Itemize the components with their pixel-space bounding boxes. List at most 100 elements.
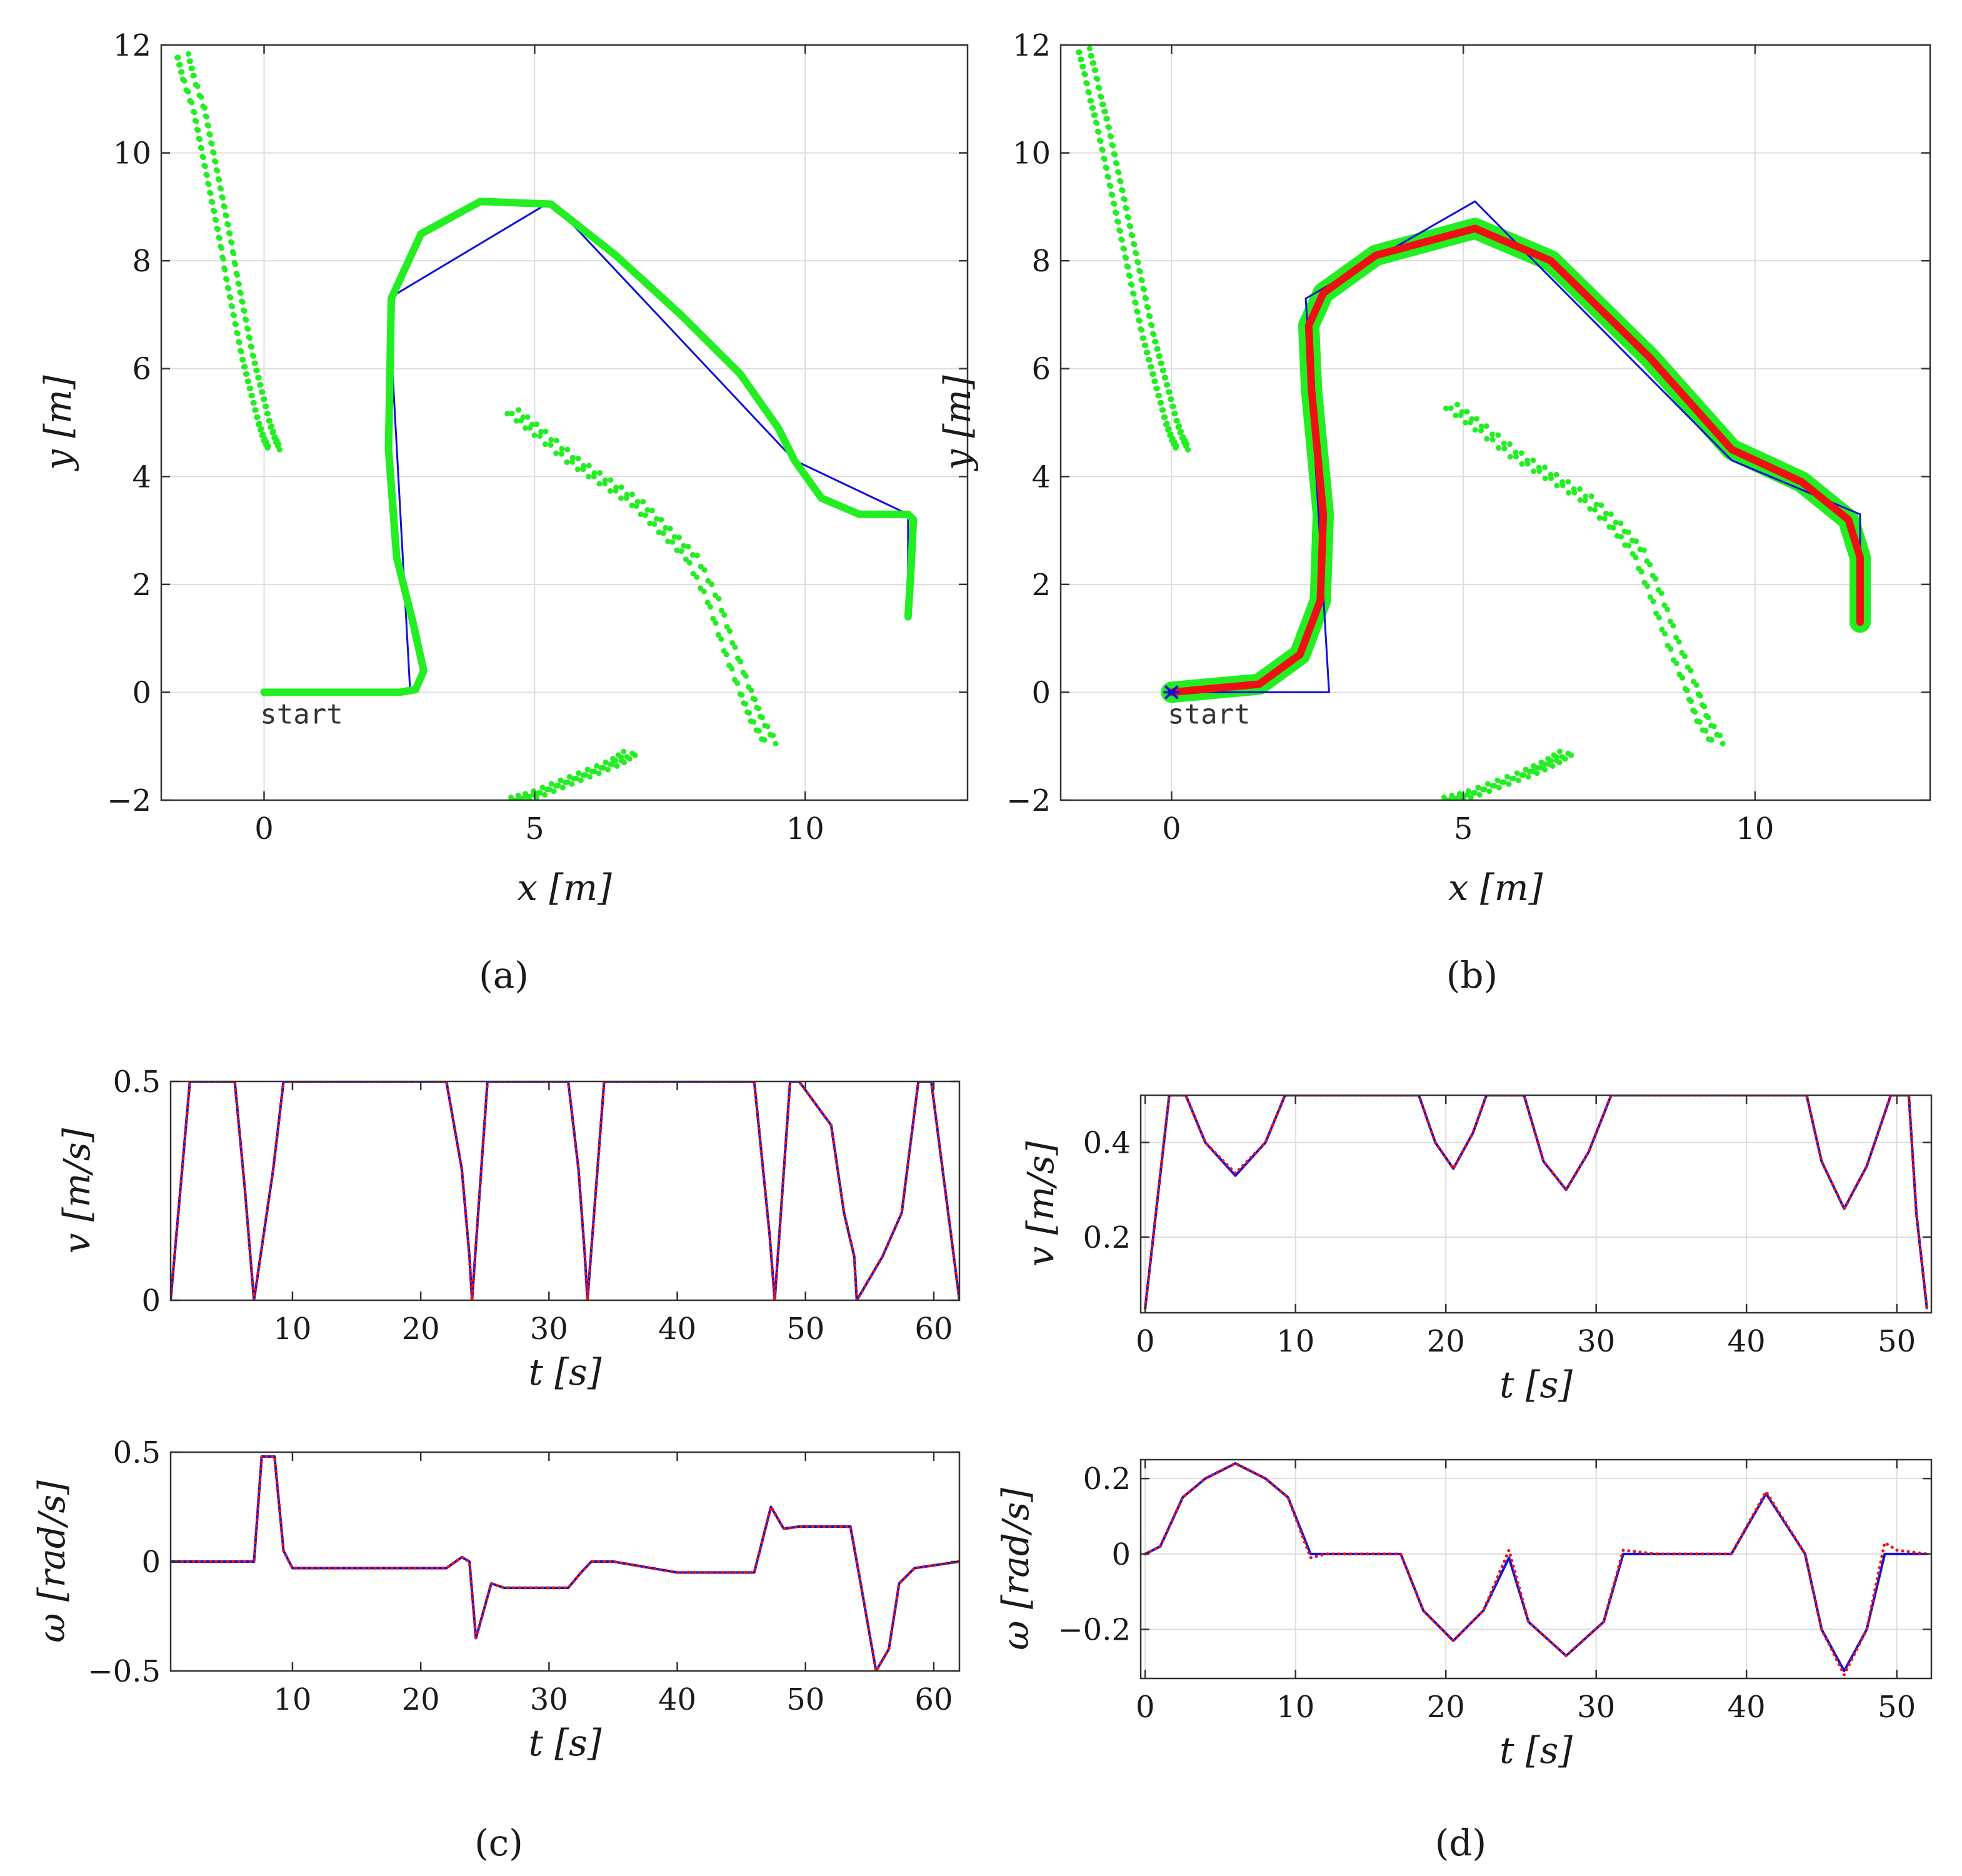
a-obstacle-1-point-1-3-0 [548,442,554,448]
a-obstacle-0-point-0-5-0 [179,69,185,75]
a-obstacle-0-point-8-0-1 [234,272,241,278]
b-obstacle-1-point-8-1-0 [1668,646,1674,652]
panel-d-angular-velocity: 0 10 20 30 40 50 −0.2 0 0.2 t [s] ω [rad/s] [994,1458,1933,1772]
b-obstacle-0-point-16-5-0 [1173,443,1179,449]
a-obstacle-1-point-3-4-1 [629,491,636,498]
a-obstacle-0-point-3-3-0 [199,145,205,151]
b-obstacle-0-point-14-0-1 [1168,396,1174,402]
b-obstacle-0-point-4-3-0 [1101,156,1108,163]
b-obstacle-1-point-2-2-0 [1519,461,1525,467]
b-obstacle-2-point-2-3-1 [1516,777,1522,783]
a-obstacle-0-point-1-1-0 [181,78,188,84]
a-obstacle-1-point-4-1-1 [644,507,651,513]
b-obstacle-0-point-2-4-1 [1102,108,1108,114]
b-obstacle-0-point-3-1-0 [1094,120,1100,126]
b-obstacle-1-point-10-3-0 [1703,728,1709,734]
b-xlabel: x [m] [1448,866,1543,909]
b-obstacle-2-point-2-5-1 [1525,774,1531,780]
b-obstacle-0-point-7-3-0 [1119,237,1125,243]
c-w-data-layer [171,1455,959,1671]
c-v-data-layer [171,1081,959,1300]
c-v-xtick-label-1: 20 [402,1312,440,1347]
a-obstacle-0-point-2-2-1 [203,114,209,120]
a-obstacle-1-point-1-1-1 [548,436,554,443]
a-obstacle-1-point-6-1-1 [698,563,704,569]
b-obstacle-0-point-16-5-1 [1184,446,1191,453]
b-obstacle-1-point-1-3-0 [1489,436,1496,443]
b-obstacle-1-point-0-2-0 [1453,413,1459,419]
a-obstacle-1-point-5-5-1 [689,552,696,558]
b-obstacle-2-point-3-1-1 [1534,770,1540,776]
b-obstacle-1-point-4-1-0 [1582,498,1588,504]
b-obstacle-1-point-9-5-0 [1692,709,1698,715]
a-obstacle-2-point-0-4-0 [519,795,525,800]
caption-b: (b) [1446,954,1498,996]
a-obstacle-1-point-2-5-0 [591,473,597,479]
b-obstacle-0-point-10-2-1 [1147,313,1153,319]
b-obstacle-1-point-8-4-1 [1688,668,1694,674]
b-obstacle-0-point-3-5-0 [1098,138,1104,144]
a-obstacle-1-point-0-2-1 [524,414,531,420]
a-obstacle-0-point-3-1-0 [197,136,203,143]
b-obstacle-1-point-8-5-0 [1679,675,1686,681]
b-obstacle-0-point-8-1-0 [1123,255,1129,261]
b-obstacle-0-point-2-5-0 [1092,112,1098,118]
a-obstacle-2-point-1-3-0 [539,785,546,791]
c-w-xtick-label-0: 10 [273,1682,311,1717]
a-obstacle-2-point-2-4-0 [571,776,578,782]
a-obstacle-1-point-4-5-1 [663,524,669,531]
a-obstacle-1-point-3-5-0 [623,495,629,501]
b-obstacle-2-point-3-4-0 [1534,765,1541,771]
a-obstacle-0-point-6-1-0 [213,217,219,223]
c-v-ytick-label-0: 0 [141,1283,161,1318]
b-obstacle-0-point-6-3-0 [1113,210,1119,216]
a-obstacle-1-point-4-2-0 [638,511,644,518]
b-obstacle-0-point-6-2-1 [1123,206,1129,212]
b-obstacle-0-point-11-5-0 [1144,349,1151,356]
b-obstacle-2-point-0-5-1 [1468,795,1474,800]
b-obstacle-0-point-9-5-0 [1133,300,1139,306]
d-w-xtick-label-4: 40 [1728,1690,1766,1725]
a-xtick-label-0: 0 [254,811,274,846]
b-obstacle-1-point-1-0-1 [1483,423,1489,429]
b-obstacle-2-point-2-5-0 [1514,770,1520,776]
b-obstacle-0-point-10-4-1 [1149,323,1155,329]
a-obstacle-0-point-3-5-0 [200,154,206,161]
a-obstacle-1-point-6-1-0 [686,559,693,566]
b-obstacle-0-point-16-4-1 [1184,441,1190,447]
b-obstacle-1-point-0-4-0 [1463,419,1469,426]
a-obstacle-0-point-1-4-1 [198,94,204,100]
a-obstacle-2-point-4-4-0 [618,754,624,760]
d-w-axes-frame [1139,1458,1933,1680]
b-obstacle-0-point-15-5-0 [1168,431,1174,438]
a-obstacle-0-point-13-0-1 [261,396,268,402]
a-obstacle-1-point-2-3-0 [580,466,586,473]
b-obstacle-0-point-14-4-1 [1172,410,1178,416]
b-ytick-label-5: 8 [1031,244,1051,279]
a-obstacle-1-point-10-3-0 [756,728,762,734]
a-obstacle-1-point-2-4-1 [597,469,603,476]
a-obstacle-0-point-5-0-1 [218,186,224,192]
b-obstacle-1-point-10-5-1 [1719,741,1726,747]
b-obstacle-1-point-5-5-0 [1626,543,1632,549]
b-obstacle-1-point-5-2-1 [1625,529,1631,535]
a-obstacle-0-point-8-5-0 [228,294,234,301]
a-obstacle-1-point-2-2-1 [586,463,592,469]
a-obstacle-0-point-8-1-0 [224,276,230,283]
b-obstacle-2-point-0-3-0 [1449,793,1455,799]
a-obstacle-0-point-7-5-0 [222,266,228,273]
a-obstacle-1-point-5-2-1 [676,534,683,541]
a-obstacle-1-point-5-4-1 [685,543,691,549]
a-obstacle-1-point-0-0-1 [516,407,522,413]
d-w-series-0-line [1144,1462,1928,1672]
a-obstacle-1-point-8-2-1 [738,658,744,665]
a-obstacle-1-point-1-0-1 [543,428,549,434]
caption-c: (c) [474,1822,523,1864]
a-obstacle-0-point-9-5-0 [233,321,239,328]
a-obstacle-2-point-4-2-0 [613,758,619,764]
c-w-ytick-label-1: 0 [141,1545,161,1580]
b-obstacle-0-point-5-1-0 [1106,174,1112,180]
a-obstacle-0-point-12-3-0 [248,385,254,391]
a-obstacle-1-point-2-0-1 [575,455,581,461]
a-obstacle-0-point-14-2-1 [268,423,274,429]
